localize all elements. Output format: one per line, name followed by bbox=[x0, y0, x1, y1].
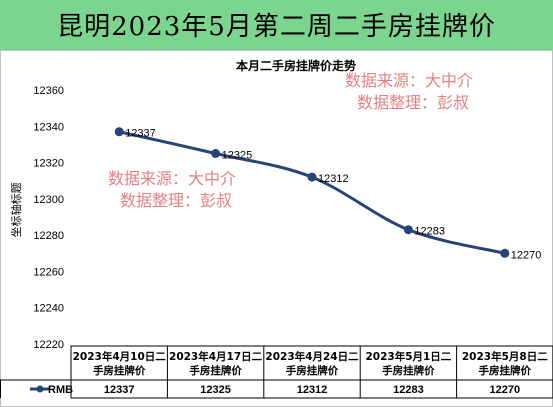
data-label: 12337 bbox=[125, 128, 156, 140]
y-tick-label: 12320 bbox=[33, 158, 64, 170]
y-tick-label: 12220 bbox=[33, 339, 64, 351]
watermark-text: 数据整理：彭叔 bbox=[120, 191, 232, 210]
legend-marker-key bbox=[36, 385, 44, 393]
x-category-label: 手房挂牌价 bbox=[189, 364, 242, 377]
x-category-label: 2023年4月24日二 bbox=[265, 350, 359, 363]
data-table-value: 12337 bbox=[104, 384, 135, 396]
data-table-value: 12312 bbox=[297, 384, 328, 396]
data-label: 12283 bbox=[414, 226, 445, 238]
data-label: 12312 bbox=[318, 173, 349, 185]
data-table-value: 12270 bbox=[490, 384, 521, 396]
y-axis-title: 坐标轴标题 bbox=[9, 183, 23, 238]
watermark-text: 数据来源：大中介 bbox=[345, 71, 473, 90]
watermark-text: 数据来源：大中介 bbox=[108, 169, 236, 188]
x-category-label: 手房挂牌价 bbox=[286, 364, 339, 377]
x-category-label: 手房挂牌价 bbox=[382, 364, 435, 377]
y-tick-label: 12300 bbox=[33, 194, 64, 206]
x-category-label: 2023年4月17日二 bbox=[169, 350, 263, 363]
y-tick-label: 12360 bbox=[33, 85, 64, 97]
chart-title: 本月二手房挂牌价走势 bbox=[236, 58, 356, 73]
legend-series-name: RMB bbox=[48, 384, 73, 396]
watermark-text: 数据整理：彭叔 bbox=[357, 93, 469, 112]
data-table-frame bbox=[70, 345, 553, 399]
data-point bbox=[114, 127, 124, 137]
title-banner: 昆明2023年5月第二周二手房挂牌价 bbox=[0, 0, 553, 50]
x-category-label: 2023年4月10日二 bbox=[73, 350, 167, 363]
data-label: 12325 bbox=[222, 150, 253, 162]
x-category-label: 手房挂牌价 bbox=[479, 364, 532, 377]
data-table-value: 12283 bbox=[393, 384, 424, 396]
y-tick-label: 12280 bbox=[33, 230, 64, 242]
y-tick-label: 12340 bbox=[33, 121, 64, 133]
data-point bbox=[211, 149, 221, 158]
data-point bbox=[403, 225, 413, 235]
chart-area: 本月二手房挂牌价走势坐标轴标题 12220 12240 12260 12280 12300… bbox=[0, 50, 553, 407]
banner-title: 昆明2023年5月第二周二手房挂牌价 bbox=[57, 12, 496, 42]
y-tick-label: 12260 bbox=[33, 266, 64, 278]
x-category-label: 2023年5月1日二 bbox=[365, 350, 451, 363]
x-category-label: 2023年5月8日二 bbox=[462, 350, 548, 363]
data-table-value: 12325 bbox=[200, 384, 231, 396]
data-point bbox=[500, 248, 510, 258]
data-point bbox=[307, 172, 317, 182]
x-category-label: 手房挂牌价 bbox=[93, 364, 146, 377]
y-tick-label: 12240 bbox=[33, 303, 64, 315]
data-label: 12270 bbox=[511, 249, 542, 261]
